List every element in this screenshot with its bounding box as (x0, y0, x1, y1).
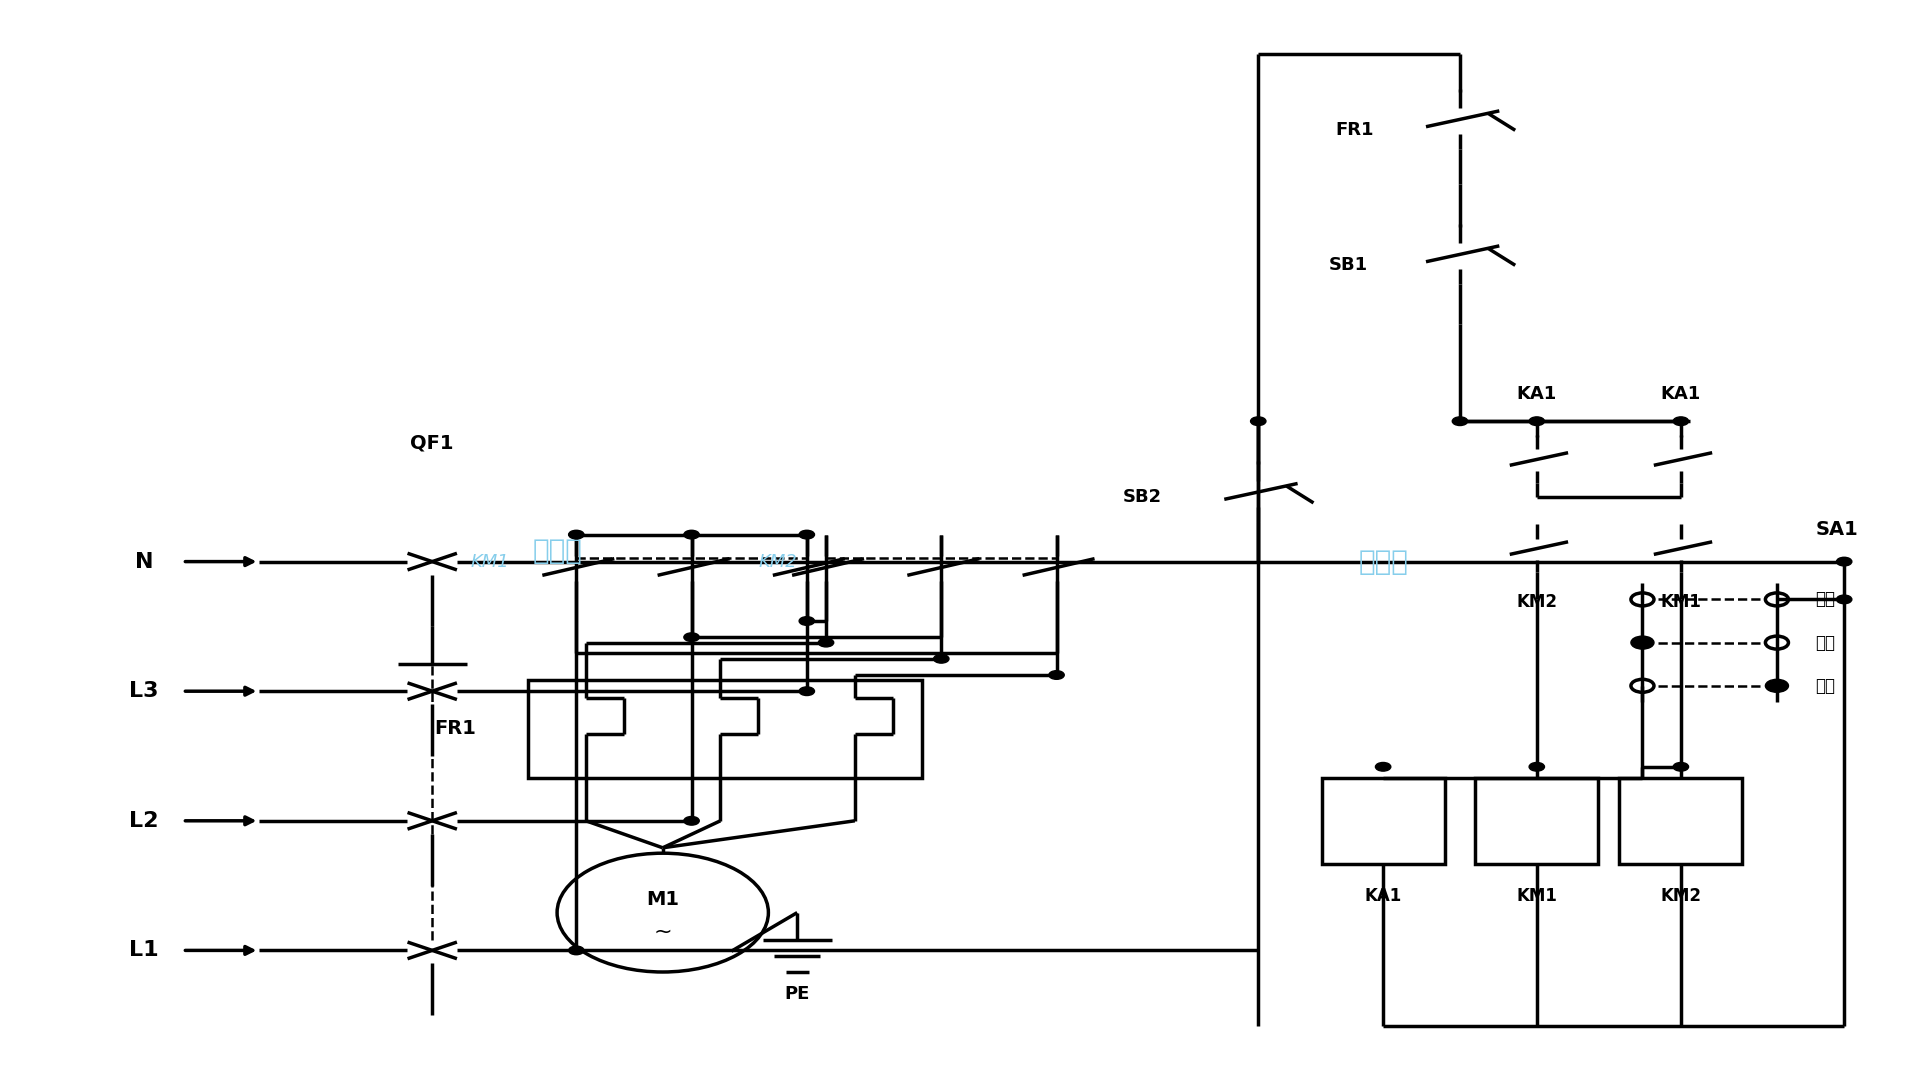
Text: 反转: 反转 (1815, 677, 1835, 694)
Bar (1475, 778, 1598, 864)
Circle shape (1251, 417, 1266, 426)
Bar (1619, 778, 1742, 864)
Text: M1: M1 (645, 890, 680, 909)
Text: FR1: FR1 (1335, 121, 1374, 138)
Text: SB2: SB2 (1124, 488, 1162, 505)
Circle shape (1452, 417, 1468, 426)
Circle shape (1375, 762, 1391, 771)
Circle shape (799, 530, 815, 539)
Text: KM1: KM1 (1660, 593, 1702, 610)
Circle shape (1529, 417, 1544, 426)
Text: L1: L1 (129, 941, 159, 960)
Text: KM1: KM1 (1516, 888, 1558, 905)
Text: N: N (134, 552, 154, 571)
Circle shape (934, 654, 949, 663)
Circle shape (799, 687, 815, 696)
Text: QF1: QF1 (411, 433, 453, 453)
Circle shape (569, 946, 584, 955)
Circle shape (1765, 679, 1788, 692)
Circle shape (799, 617, 815, 625)
Text: SB1: SB1 (1329, 256, 1368, 273)
Circle shape (1836, 595, 1852, 604)
Text: 停止: 停止 (1815, 591, 1835, 608)
Circle shape (1631, 636, 1654, 649)
Circle shape (1836, 557, 1852, 566)
Circle shape (684, 816, 699, 825)
Text: KA1: KA1 (1662, 386, 1700, 403)
Text: 电工鼠: 电工鼠 (1358, 548, 1408, 576)
Text: KM2: KM2 (1660, 888, 1702, 905)
Circle shape (818, 638, 834, 647)
Circle shape (1673, 417, 1689, 426)
Bar (1322, 778, 1445, 864)
Circle shape (1529, 762, 1544, 771)
Circle shape (684, 530, 699, 539)
Bar (528, 680, 922, 778)
Circle shape (569, 530, 584, 539)
Text: L2: L2 (129, 811, 159, 831)
Text: L3: L3 (129, 681, 159, 701)
Text: ~: ~ (653, 922, 672, 942)
Text: KA1: KA1 (1364, 888, 1402, 905)
Circle shape (684, 633, 699, 642)
Text: KM1: KM1 (471, 553, 509, 570)
Text: KM2: KM2 (1516, 593, 1558, 610)
Text: PE: PE (784, 985, 811, 1002)
Text: SA1: SA1 (1815, 519, 1858, 539)
Text: KM2: KM2 (759, 553, 797, 570)
Text: FR1: FR1 (434, 719, 476, 739)
Text: 正转: 正转 (1815, 634, 1835, 651)
Circle shape (1049, 671, 1064, 679)
Circle shape (1673, 762, 1689, 771)
Text: 电工鼠: 电工鼠 (532, 537, 582, 565)
Text: KA1: KA1 (1518, 386, 1556, 403)
